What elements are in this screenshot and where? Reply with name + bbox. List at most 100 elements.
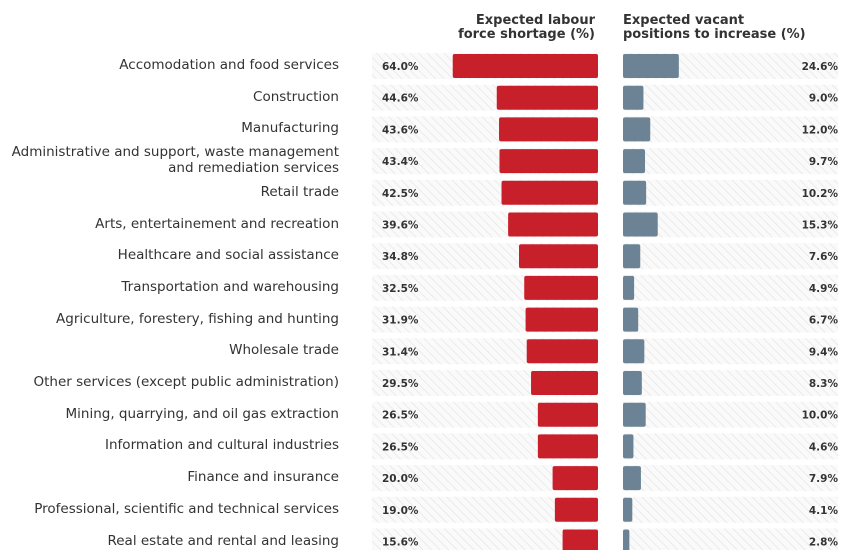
bar xyxy=(508,212,598,237)
bar xyxy=(525,307,598,332)
row-bg xyxy=(623,306,838,333)
row-bg xyxy=(623,465,838,492)
category-label: Retail trade xyxy=(260,183,339,200)
category-label: Information and cultural industries xyxy=(105,437,339,454)
bar xyxy=(499,117,598,142)
row-bg xyxy=(623,179,838,206)
bar xyxy=(452,54,598,78)
bar xyxy=(519,244,598,269)
value-label: 64.0% xyxy=(382,61,419,73)
bar xyxy=(537,402,598,427)
bar xyxy=(623,497,633,522)
row-bg xyxy=(623,401,838,428)
row-bg xyxy=(623,528,838,550)
bar xyxy=(623,529,630,550)
value-label: 43.4% xyxy=(382,156,419,168)
category-label: Other services (except public administra… xyxy=(33,374,339,390)
row-bg xyxy=(623,370,838,396)
row-bg xyxy=(623,433,838,460)
bar xyxy=(623,434,634,459)
bar xyxy=(623,212,658,237)
row-bg xyxy=(623,211,838,238)
category-label: Agriculture, forestery, fishing and hunt… xyxy=(56,310,339,327)
value-label: 31.4% xyxy=(382,346,419,358)
category-label: Arts, entertainement and recreation xyxy=(95,215,339,232)
row-bg xyxy=(623,243,838,270)
value-label: 43.6% xyxy=(382,124,419,136)
value-label: 20.0% xyxy=(382,473,419,485)
value-label: 2.8% xyxy=(809,537,839,549)
value-label: 31.9% xyxy=(382,315,419,327)
value-label: 44.6% xyxy=(382,93,419,105)
bar xyxy=(623,307,639,332)
value-label: 6.7% xyxy=(809,315,839,327)
value-label: 4.9% xyxy=(809,283,839,295)
category-label: Construction xyxy=(253,88,339,105)
left-header: Expected labour force shortage (%) xyxy=(458,13,595,42)
bar xyxy=(623,339,645,364)
value-label: 10.2% xyxy=(802,188,839,200)
row-bg xyxy=(623,148,838,175)
bar xyxy=(623,149,646,174)
value-label: 34.8% xyxy=(382,251,419,263)
bar xyxy=(623,244,641,269)
value-label: 24.6% xyxy=(802,61,839,73)
value-label: 32.5% xyxy=(382,283,419,295)
category-label: Transportation and warehousing xyxy=(121,278,339,295)
value-label: 42.5% xyxy=(382,188,419,200)
value-label: 26.5% xyxy=(382,441,419,453)
bar xyxy=(623,402,646,427)
bar xyxy=(623,371,642,395)
bar xyxy=(552,466,598,491)
bar xyxy=(524,275,598,300)
bar xyxy=(623,54,679,78)
category-label: Manufacturing xyxy=(241,120,339,137)
bar xyxy=(526,339,598,364)
value-label: 4.6% xyxy=(809,441,839,453)
bar xyxy=(554,497,598,522)
right-header: Expected vacant positions to increase (%… xyxy=(623,13,806,42)
value-label: 12.0% xyxy=(802,124,839,136)
row-bg xyxy=(623,84,838,111)
bar xyxy=(623,180,647,205)
value-label: 39.6% xyxy=(382,220,419,232)
bar xyxy=(499,149,598,174)
value-label: 15.6% xyxy=(382,537,419,549)
value-label: 9.0% xyxy=(809,93,839,105)
category-label: Healthcare and social assistance xyxy=(117,247,339,264)
bar xyxy=(623,466,641,491)
value-label: 9.4% xyxy=(809,346,839,358)
value-label: 8.3% xyxy=(809,378,839,390)
row-bg xyxy=(623,496,838,523)
row-bg xyxy=(372,528,598,550)
category-label: Finance and insurance xyxy=(187,469,339,486)
bar xyxy=(496,85,598,110)
category-label: Accomodation and food services xyxy=(119,57,339,73)
category-label: Mining, quarrying, and oil gas extractio… xyxy=(65,405,340,422)
bar xyxy=(501,180,598,205)
category-label: Professional, scientific and technical s… xyxy=(34,500,339,517)
value-label: 7.6% xyxy=(809,251,839,263)
value-label: 29.5% xyxy=(382,378,419,390)
bar xyxy=(537,434,598,459)
category-label: Administrative and support, waste manage… xyxy=(11,144,339,177)
bar xyxy=(531,371,598,395)
value-label: 9.7% xyxy=(809,156,839,168)
value-label: 26.5% xyxy=(382,410,419,422)
row-bg xyxy=(623,338,838,365)
value-label: 15.3% xyxy=(802,220,839,232)
bar xyxy=(623,85,644,110)
row-bg xyxy=(623,116,838,143)
bar xyxy=(623,275,635,300)
bar xyxy=(623,117,651,142)
value-label: 7.9% xyxy=(809,473,839,485)
category-label: Real estate and rental and leasing xyxy=(107,532,339,549)
row-bg xyxy=(623,274,838,301)
value-label: 19.0% xyxy=(382,505,419,517)
category-label: Wholesale trade xyxy=(229,342,339,359)
bar xyxy=(562,529,598,550)
value-label: 4.1% xyxy=(809,505,839,517)
value-label: 10.0% xyxy=(802,410,839,422)
